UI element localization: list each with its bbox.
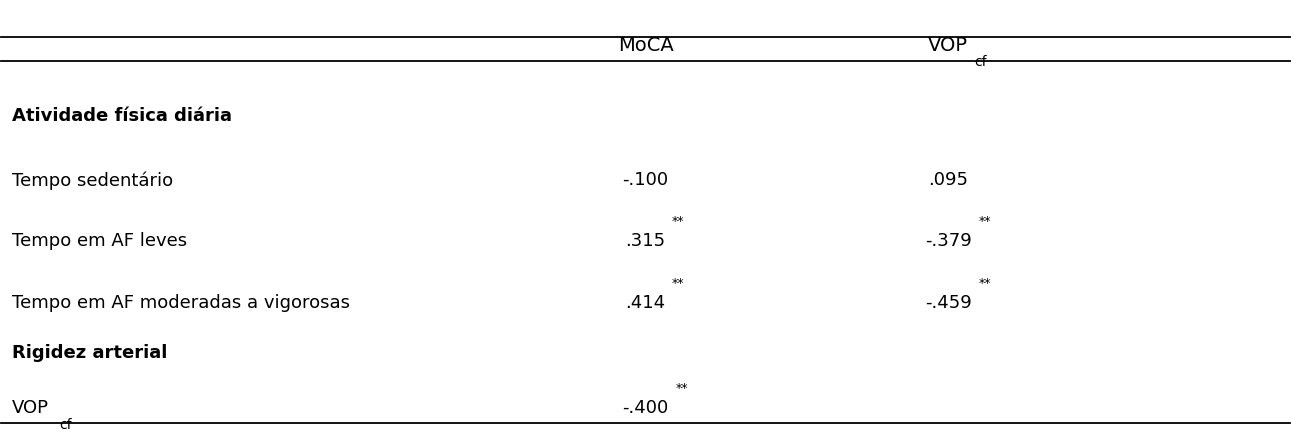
Text: -.459: -.459 bbox=[924, 293, 972, 312]
Text: Tempo em AF moderadas a vigorosas: Tempo em AF moderadas a vigorosas bbox=[12, 293, 350, 312]
Text: **: ** bbox=[675, 381, 688, 394]
Text: -.100: -.100 bbox=[622, 171, 669, 189]
Text: -.400: -.400 bbox=[622, 398, 669, 416]
Text: **: ** bbox=[979, 214, 990, 227]
Text: Tempo em AF leves: Tempo em AF leves bbox=[12, 231, 187, 249]
Text: Tempo sedentário: Tempo sedentário bbox=[12, 171, 173, 189]
Text: **: ** bbox=[671, 277, 684, 289]
Text: VOP: VOP bbox=[928, 36, 968, 55]
Text: VOP: VOP bbox=[12, 398, 49, 416]
Text: .414: .414 bbox=[625, 293, 666, 312]
Text: MoCA: MoCA bbox=[617, 36, 674, 55]
Text: .315: .315 bbox=[625, 231, 666, 249]
Text: **: ** bbox=[671, 214, 684, 227]
Text: cf: cf bbox=[973, 55, 986, 69]
Text: Rigidez arterial: Rigidez arterial bbox=[12, 343, 167, 361]
Text: Atividade física diária: Atividade física diária bbox=[12, 106, 231, 125]
Text: -.379: -.379 bbox=[924, 231, 972, 249]
Text: **: ** bbox=[979, 277, 990, 289]
Text: .095: .095 bbox=[928, 171, 968, 189]
Text: cf: cf bbox=[59, 417, 72, 431]
